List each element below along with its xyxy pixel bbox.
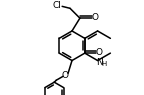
Text: O: O bbox=[61, 71, 68, 80]
Text: O: O bbox=[92, 13, 99, 22]
Text: N: N bbox=[96, 57, 103, 66]
Text: O: O bbox=[96, 48, 103, 57]
Text: Cl: Cl bbox=[53, 1, 62, 10]
Text: H: H bbox=[101, 61, 107, 67]
